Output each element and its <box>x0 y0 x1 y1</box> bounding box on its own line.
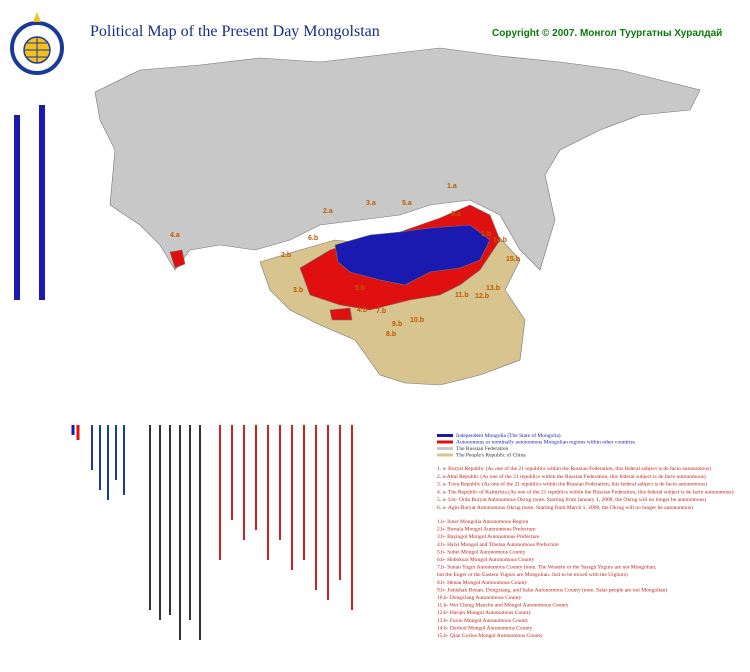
russia-item: 5. a- Ust- Orda Buryat Autonomous Okrug … <box>437 496 706 503</box>
russia-item: 1. a- Buryat Republic (As one of the 21 … <box>437 465 711 472</box>
map-label: 10.b <box>410 317 424 324</box>
china-item: 8.b- Henan Mongol Autonomous County <box>437 580 528 586</box>
russia-item: 4. a- The Republic of Kalmykia (As one o… <box>437 488 734 495</box>
map-label: 14.b <box>493 237 507 244</box>
legend-label: Autonomous or nominally autonomous Mongo… <box>456 440 635 446</box>
map-label: 13.b <box>486 285 500 292</box>
map-label: 7.b <box>376 308 386 315</box>
title: Political Map of the Present Day Mongols… <box>90 23 380 40</box>
china-item: 7.b- Sunan Yugur Autonomous County (note… <box>437 564 657 571</box>
russia-item: 6. a- Agin-Buryat Autonomous Okrug (note… <box>437 504 693 511</box>
vertical-script <box>14 105 45 300</box>
legend-label: Independent Mongolia (The State of Mongo… <box>456 432 561 439</box>
map-label: 1.b <box>481 231 491 238</box>
map-label: 6.a <box>451 211 461 218</box>
china-item: 10.b- Dongxiang Autonomous County <box>437 595 522 601</box>
china-item: 14.b- Dorbod Mongol Autonomous County <box>437 625 533 631</box>
china-item: 15.b- Qian Gorlos Mongol Autonomous Coun… <box>437 633 543 639</box>
map-label: 3.a <box>366 200 376 207</box>
map-label: 6.b <box>308 235 318 242</box>
logo <box>10 12 64 75</box>
china-item: 12.b- Harqin Mongol Autonomous County <box>437 610 531 616</box>
china-item: 6.b- Hoboksar Mongol Autonomous County <box>437 557 535 563</box>
map-label: 1.a <box>447 183 457 190</box>
map-label: 4.b <box>357 307 367 314</box>
china-item: but the Enger or the Eastern Yugurs are … <box>437 571 628 578</box>
legend-swatch <box>437 434 453 437</box>
legend-swatch <box>437 440 453 444</box>
map-label: 15.b <box>506 256 520 263</box>
map-label: 3.b <box>293 287 303 294</box>
china-item: 2.b- Bortala Mongol Autonomous Prefectur… <box>437 526 536 533</box>
china-item: 11.b- Wei Chang Manchu and Mongol Autono… <box>437 603 569 609</box>
vertical-notes <box>71 425 353 640</box>
map-label: 12.b <box>475 293 489 300</box>
russia-item: 2. a-Altai Republic (As one of the 21 re… <box>437 473 706 480</box>
china-item: 5.b- Subei Mongol Autonomous County <box>437 549 526 555</box>
map-label: 2.a <box>323 208 333 215</box>
china-item: 3.b- Bayingol Mongol Autonomous Prefectu… <box>437 533 540 540</box>
china-item: 1.b- Inner Mongolia Autonomous Region <box>437 519 528 525</box>
map-label: 5.b <box>355 285 365 292</box>
copyright: Copyright © 2007. Монгол Туургатны Хурал… <box>492 28 722 39</box>
map-label: 2.b <box>281 252 291 259</box>
china-item: 13.b- Fuxin Mongol Autonomous County <box>437 618 529 624</box>
legend-swatch <box>437 453 453 457</box>
map <box>94 47 701 386</box>
china-item: 9.b- Jishishan Bonan, Dongxiang, and Sal… <box>437 586 667 593</box>
legend-label: The People's Republic of China <box>456 452 526 459</box>
map-label: 9.b <box>392 321 402 328</box>
russia-item: 3. a- Tuva Republic (As one of the 21 re… <box>437 481 707 488</box>
map-label: 8.b <box>386 331 396 338</box>
map-label: 11.b <box>455 292 469 299</box>
map-label: 4.a <box>170 232 180 239</box>
china-item: 4.b- Haixi Mongol and Tibetan Autonomous… <box>437 541 559 548</box>
legend-label: The Russian Federation <box>456 446 508 452</box>
legend-swatch <box>437 447 453 450</box>
map-label: 5.a <box>402 200 412 207</box>
